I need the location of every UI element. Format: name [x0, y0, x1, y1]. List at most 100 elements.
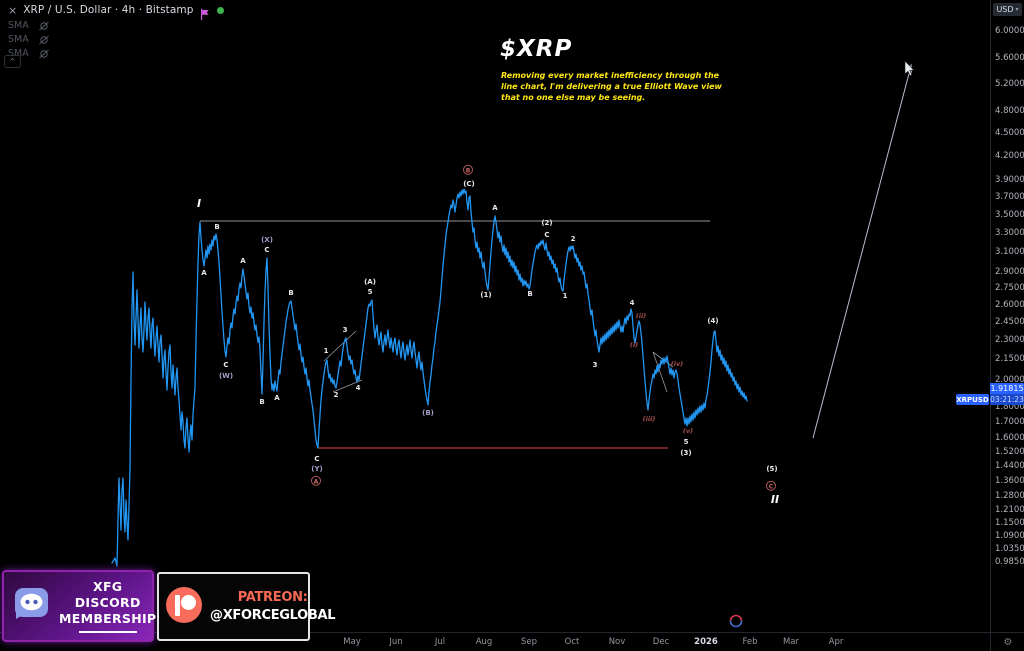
wave-label: 3: [593, 361, 598, 369]
price-tick: 0.98500: [995, 557, 1024, 567]
wave-label: C: [223, 361, 228, 369]
symbol-title[interactable]: XRP / U.S. Dollar · 4h · Bitstamp: [23, 4, 194, 16]
close-icon[interactable]: ×: [8, 3, 18, 17]
price-tick: 2.60000: [995, 300, 1024, 310]
time-tick: Mar: [782, 637, 800, 647]
collapse-legend-button[interactable]: ^: [4, 55, 21, 68]
wave-label: (2): [541, 219, 552, 227]
time-tick: Dec: [652, 637, 670, 647]
wave-label: (1): [480, 291, 491, 299]
wave-label: (iii): [643, 415, 656, 423]
discord-banner-line1: XFG DISCORD: [74, 578, 141, 610]
wave-label: (W): [219, 372, 233, 380]
hidden-eye-icon[interactable]: [38, 44, 50, 63]
price-tick: 5.20000: [995, 79, 1024, 89]
price-tick: 3.50000: [995, 210, 1024, 220]
price-tick: 2.00000: [995, 375, 1024, 385]
price-tick: 2.90000: [995, 267, 1024, 277]
gear-icon[interactable]: ⚙: [1003, 637, 1013, 648]
hidden-eye-icon[interactable]: [38, 16, 50, 35]
chart-heading-subtitle: Removing every market inefficiency throu…: [501, 71, 722, 102]
banner-underline: [78, 631, 137, 634]
wave-label: 4: [356, 384, 361, 392]
wave-label: (3): [680, 449, 691, 457]
price-tick: 3.90000: [995, 175, 1024, 185]
wave-label: (B): [422, 409, 434, 417]
wave-label: 4: [630, 299, 635, 307]
market-status-icon[interactable]: [216, 6, 224, 14]
drawn-line: [652, 351, 668, 393]
price-axis[interactable]: 6.00000 5.60000 5.20000 4.80000 4.50000 4.200…: [990, 0, 1024, 632]
wave-label: C: [769, 483, 774, 490]
discord-banner-text: XFG DISCORD MEMBERSHIP: [59, 579, 156, 634]
time-tick: Jun: [389, 637, 403, 647]
wave-label: (iv): [671, 360, 683, 368]
axis-settings-corner[interactable]: ⚙: [990, 632, 1024, 651]
wave-label: (5): [766, 465, 777, 473]
wave-label: 5: [368, 288, 373, 296]
price-tick: 2.75000: [995, 283, 1024, 293]
wave-label: 2: [334, 391, 339, 399]
time-tick: Apr: [828, 637, 844, 647]
currency-unit-button[interactable]: USD ▾: [993, 3, 1022, 16]
price-tick: 2.15000: [995, 354, 1024, 364]
bar-countdown: 03:21:23: [990, 394, 1024, 405]
indicator-label: SMA: [8, 19, 29, 31]
price-tick: 1.60000: [995, 433, 1024, 443]
price-tick: 3.30000: [995, 228, 1024, 238]
hidden-eye-icon[interactable]: [38, 30, 50, 49]
wave-label: B: [259, 398, 264, 406]
current-price-value: 1.91815: [990, 383, 1024, 394]
wave-label: A: [492, 204, 498, 212]
price-tick: 1.15000: [995, 518, 1024, 528]
chart-heading-title: $XRP: [500, 36, 573, 62]
price-tick: 1.21000: [995, 505, 1024, 515]
price-chart-svg[interactable]: I A B C (W) A B (X) C A B C (Y) A 1 2 3 4 (A) 5 (B) B (C) A (1) (…: [0, 0, 990, 632]
patreon-banner: PATREON: @XFORCEGLOBAL: [157, 572, 336, 641]
price-tick: 4.80000: [995, 106, 1024, 116]
wave-label: I: [197, 197, 201, 210]
wave-label: B: [214, 223, 219, 231]
time-tick: Sep: [520, 637, 538, 647]
chevron-down-icon: ▾: [1015, 6, 1019, 13]
currency-unit-label: USD: [996, 5, 1014, 14]
price-tick: 1.52000: [995, 447, 1024, 457]
wave-label: 1: [324, 347, 329, 355]
discord-banner-line2: MEMBERSHIP: [59, 611, 157, 627]
projection-arrow: [812, 65, 912, 439]
symbol-price-tag: XRPUSD: [956, 394, 989, 405]
flag-icon[interactable]: [200, 5, 211, 20]
discord-logo-icon: [11, 584, 51, 628]
price-tick: 4.50000: [995, 128, 1024, 138]
wave-label-circle: [311, 475, 321, 486]
time-tick: 2026: [694, 637, 718, 647]
price-tick: 1.36000: [995, 476, 1024, 486]
price-tick: 1.80000: [995, 402, 1024, 412]
indicator-label: SMA: [8, 47, 29, 59]
patreon-logo-icon: [165, 586, 203, 628]
wave-label: A: [274, 394, 280, 402]
time-tick: Aug: [475, 637, 493, 647]
price-tick: 1.09000: [995, 531, 1024, 541]
wave-label: (4): [707, 317, 718, 325]
time-tick: Oct: [564, 637, 580, 647]
wave-label: B: [288, 289, 293, 297]
wave-label: C: [264, 246, 269, 254]
price-line: [111, 188, 748, 567]
wave-label: 1: [563, 292, 568, 300]
symbol-legend[interactable]: × XRP / U.S. Dollar · 4h · Bitstamp: [8, 3, 224, 20]
indicator-row-sma-3[interactable]: SMA: [8, 46, 50, 60]
price-tick: 6.00000: [995, 26, 1024, 36]
wave-label: C: [544, 231, 549, 239]
indicator-row-sma-2[interactable]: SMA: [8, 32, 50, 46]
price-tick: 2.30000: [995, 335, 1024, 345]
price-tick: 4.20000: [995, 151, 1024, 161]
patreon-banner-text: PATREON: @XFORCEGLOBAL: [210, 589, 336, 624]
indicator-label: SMA: [8, 33, 29, 45]
indicator-row-sma-1[interactable]: SMA: [8, 18, 50, 32]
patreon-banner-line2: @XFORCEGLOBAL: [210, 607, 336, 623]
wave-label: 3: [343, 326, 348, 334]
time-tick: Nov: [608, 637, 626, 647]
wave-label: (C): [463, 180, 475, 188]
wave-label: A: [201, 269, 207, 277]
